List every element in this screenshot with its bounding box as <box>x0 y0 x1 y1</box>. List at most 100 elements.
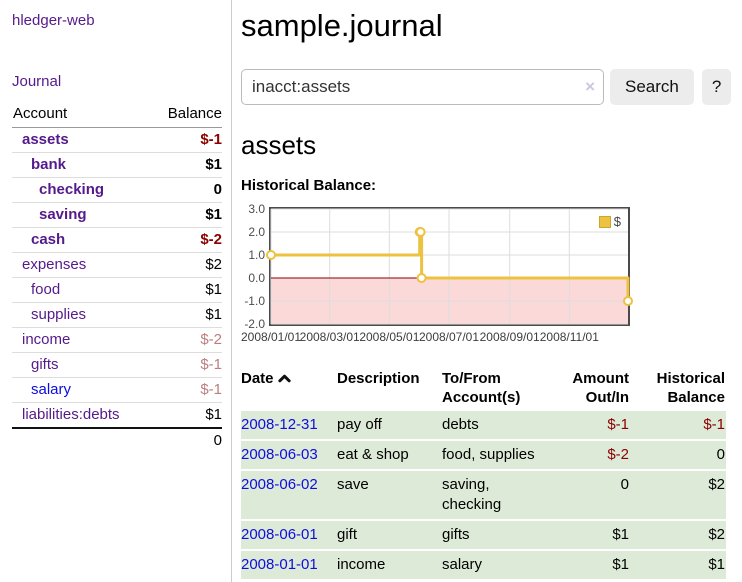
y-axis-tick-label: -1.0 <box>244 294 265 308</box>
register-header-accounts: To/From Account(s) <box>442 370 521 406</box>
register-cell-accounts: gifts <box>442 520 554 551</box>
sidebar-account-link[interactable]: expenses <box>22 256 87 273</box>
account-row: liabilities:debts $1 <box>12 402 222 428</box>
account-balance: $-2 <box>150 327 222 353</box>
account-title: assets <box>241 130 317 160</box>
account-row: assets $-1 <box>12 128 222 153</box>
register-cell-date: 2008-06-02 <box>241 470 337 521</box>
x-axis-tick-label: 2008/11/01 <box>539 330 599 344</box>
register-row: 2008-06-02 save saving, checking 0 $2 <box>241 470 726 521</box>
account-row: cash $-2 <box>12 227 222 253</box>
account-balance: $1 <box>150 402 222 428</box>
y-axis-tick-label: 3.0 <box>248 202 265 216</box>
account-balance: $2 <box>150 252 222 278</box>
transaction-date-link[interactable]: 2008-06-03 <box>241 446 318 463</box>
main-content: sample.journal × Search ? assets Histori… <box>232 0 742 582</box>
sidebar-item-journal[interactable]: Journal <box>12 73 62 90</box>
clear-search-icon[interactable]: × <box>585 77 595 96</box>
sidebar-account-link[interactable]: checking <box>39 181 105 198</box>
x-axis-tick-label: 2008/07/01 <box>418 330 480 344</box>
register-cell-amount: $-2 <box>554 440 630 471</box>
chart-legend: $ <box>596 213 623 230</box>
sidebar: hledger-web Journal Account Balance asse… <box>0 0 232 582</box>
register-cell-description: save <box>337 470 442 521</box>
register-cell-balance: $-1 <box>630 411 726 441</box>
register-cell-accounts: saving, checking <box>442 470 554 521</box>
x-axis-tick-label: 2008/05/01 <box>359 330 420 344</box>
sidebar-account-link[interactable]: saving <box>39 206 87 223</box>
register-table: Date Description To/From Account(s) Amou… <box>241 369 726 581</box>
register-cell-date: 2008-06-01 <box>241 520 337 551</box>
sidebar-account-link[interactable]: income <box>22 331 71 348</box>
register-header-balance: Historical Balance <box>656 370 725 406</box>
sidebar-account-link[interactable]: bank <box>31 156 67 173</box>
register-cell-accounts: debts <box>442 411 554 441</box>
register-cell-amount: 0 <box>554 470 630 521</box>
account-row: expenses $2 <box>12 252 222 278</box>
account-balance: $1 <box>150 202 222 228</box>
sidebar-account-link[interactable]: supplies <box>31 306 87 323</box>
account-balance: $1 <box>150 302 222 328</box>
account-balance: 0 <box>150 177 222 203</box>
x-axis-tick-label: 2008/09/01 <box>479 330 540 344</box>
legend-label: $ <box>613 214 621 229</box>
sidebar-account-link[interactable]: cash <box>31 231 66 248</box>
register-row: 2008-01-01 income salary $1 $1 <box>241 550 726 581</box>
account-balance: $-2 <box>150 227 222 253</box>
account-balance: $1 <box>150 152 222 178</box>
account-row: checking 0 <box>12 177 222 203</box>
search-input[interactable] <box>241 69 604 105</box>
transaction-date-link[interactable]: 2008-12-31 <box>241 416 318 433</box>
historical-balance-chart: $ 3.0 2.0 1.0 0.0 -1.0 -2.0 2008/01/01 2008/03/… <box>241 202 734 348</box>
accounts-header-account: Account <box>12 105 151 128</box>
account-row: gifts $-1 <box>12 352 222 378</box>
register-cell-date: 2008-01-01 <box>241 550 337 581</box>
search-form: × Search ? <box>241 69 734 105</box>
register-cell-balance: $1 <box>630 550 726 581</box>
register-header-amount: Amount Out/In <box>572 370 629 406</box>
y-axis-tick-label: 1.0 <box>248 248 265 262</box>
help-button[interactable]: ? <box>701 69 732 105</box>
account-row: saving $1 <box>12 202 222 228</box>
sidebar-account-link[interactable]: liabilities:debts <box>22 406 120 423</box>
register-header-date[interactable]: Date <box>241 369 337 411</box>
search-button[interactable]: Search <box>610 69 694 105</box>
account-row: supplies $1 <box>12 302 222 328</box>
register-cell-balance: $2 <box>630 520 726 551</box>
sidebar-account-link[interactable]: salary <box>31 381 72 398</box>
transaction-date-link[interactable]: 2008-01-01 <box>241 556 318 573</box>
chart-plot-area[interactable]: $ <box>266 207 633 326</box>
register-cell-description: eat & shop <box>337 440 442 471</box>
accounts-table: Account Balance assets $-1 bank $1 checking 0… <box>12 105 222 453</box>
sidebar-account-link[interactable]: assets <box>22 131 69 148</box>
account-balance: $1 <box>150 277 222 303</box>
register-cell-amount: $-1 <box>554 411 630 441</box>
register-cell-accounts: food, supplies <box>442 440 554 471</box>
accounts-total-row: 0 <box>12 427 222 453</box>
sidebar-account-link[interactable]: food <box>31 281 61 298</box>
account-balance: $-1 <box>200 131 222 148</box>
y-axis-tick-label: 2.0 <box>248 225 265 239</box>
accounts-header-row: Account Balance <box>12 105 222 128</box>
account-row: food $1 <box>12 277 222 303</box>
register-header-date-label: Date <box>241 370 274 387</box>
register-cell-date: 2008-12-31 <box>241 411 337 441</box>
legend-swatch-icon <box>598 215 611 228</box>
y-axis-tick-label: 0.0 <box>248 271 265 285</box>
x-axis-tick-label: 2008/01/01 <box>240 330 302 344</box>
account-balance: $-1 <box>150 352 222 378</box>
register-row: 2008-06-03 eat & shop food, supplies $-2 0 <box>241 440 726 471</box>
accounts-header-balance: Balance <box>150 105 222 128</box>
register-header-row: Date Description To/From Account(s) Amou… <box>241 369 726 411</box>
transaction-date-link[interactable]: 2008-06-02 <box>241 476 318 493</box>
transaction-date-link[interactable]: 2008-06-01 <box>241 526 318 543</box>
register-cell-balance: $2 <box>630 470 726 521</box>
register-cell-description: pay off <box>337 411 442 441</box>
register-cell-amount: $1 <box>554 520 630 551</box>
page-title: sample.journal <box>241 8 443 43</box>
register-row: 2008-12-31 pay off debts $-1 $-1 <box>241 411 726 441</box>
app-brand-link[interactable]: hledger-web <box>12 12 95 29</box>
sidebar-account-link[interactable]: gifts <box>31 356 59 373</box>
chart-title: Historical Balance: <box>241 177 377 194</box>
account-balance: $-1 <box>150 377 222 403</box>
